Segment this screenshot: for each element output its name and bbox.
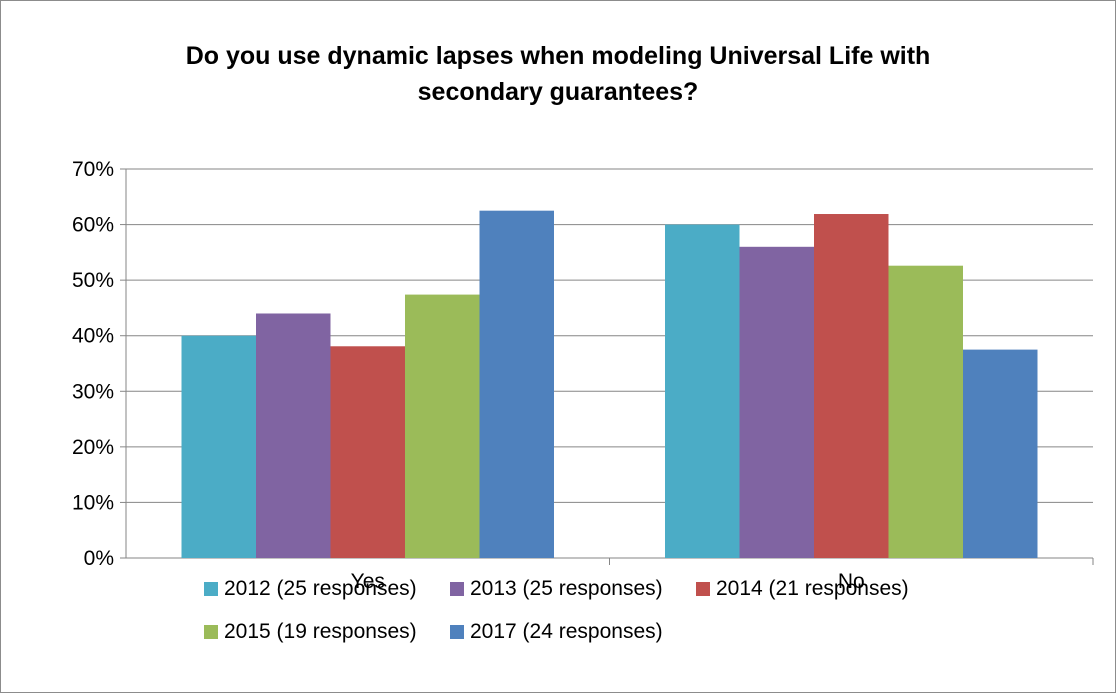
bar xyxy=(181,335,256,558)
legend-item: 2017 (24 responses) xyxy=(450,620,663,644)
y-tick-label: 20% xyxy=(72,436,114,459)
x-category-label: Yes xyxy=(351,570,385,593)
bar xyxy=(256,313,331,558)
bar xyxy=(330,346,405,558)
legend-swatch xyxy=(450,582,464,596)
legend-swatch xyxy=(204,582,218,596)
legend-item: 2012 (25 responses) xyxy=(204,577,417,601)
bar xyxy=(814,214,889,558)
legend-swatch xyxy=(204,625,218,639)
bar xyxy=(888,265,963,558)
bar xyxy=(739,246,814,559)
y-tick-label: 50% xyxy=(72,269,114,292)
y-tick-label: 70% xyxy=(72,158,114,181)
chart-title-line-1: Do you use dynamic lapses when modeling … xyxy=(185,42,931,70)
y-tick-label: 40% xyxy=(72,325,114,348)
chart-title-line-2: secondary guarantees? xyxy=(417,78,699,106)
legend-label: 2013 (25 responses) xyxy=(470,577,663,600)
y-tick-label: 60% xyxy=(72,214,114,237)
bar xyxy=(963,349,1038,558)
legend-label: 2017 (24 responses) xyxy=(470,620,663,643)
x-category-label: No xyxy=(838,570,865,593)
legend-swatch xyxy=(696,582,710,596)
legend-item: 2015 (19 responses) xyxy=(204,620,417,644)
y-tick-label: 10% xyxy=(72,491,114,514)
legend-swatch xyxy=(450,625,464,639)
bar xyxy=(665,224,740,559)
bar xyxy=(479,210,554,558)
legend-label: 2015 (19 responses) xyxy=(224,620,417,643)
chart-title: Do you use dynamic lapses when modeling … xyxy=(0,38,1116,110)
legend-label: 2014 (21 responses) xyxy=(716,577,909,600)
legend-item: 2014 (21 responses) xyxy=(696,577,909,601)
legend-item: 2013 (25 responses) xyxy=(450,577,663,601)
legend-label: 2012 (25 responses) xyxy=(224,577,417,600)
y-tick-label: 0% xyxy=(84,547,114,570)
bar xyxy=(405,294,480,558)
y-tick-label: 30% xyxy=(72,380,114,403)
